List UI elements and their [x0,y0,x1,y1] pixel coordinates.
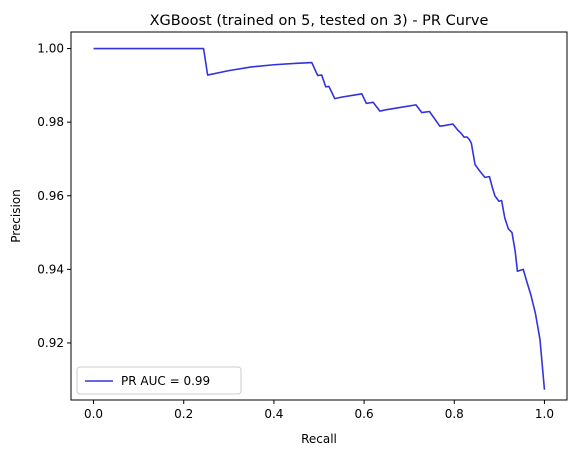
y-axis-label: Precision [9,189,23,243]
plot-frame [70,31,568,401]
y-tick-label: 0.94 [37,262,64,276]
y-tick-label: 1.00 [37,42,64,56]
series-line-pr-curve [93,47,546,390]
y-axis: 0.92 0.94 0.96 0.98 1.00 [37,42,71,350]
x-tick-label: 0.2 [174,407,193,421]
legend: PR AUC = 0.99 [76,366,242,395]
legend-box [76,366,242,395]
y-tick-label: 0.92 [37,336,64,350]
chart-title: XGBoost (trained on 5, tested on 3) - PR… [150,13,489,29]
x-tick-label: 0.6 [355,407,374,421]
x-tick-label: 0.0 [84,407,103,421]
x-tick-label: 1.0 [535,407,554,421]
x-axis: 0.0 0.2 0.4 0.6 0.8 1.0 [84,400,554,421]
legend-label: PR AUC = 0.99 [121,374,210,388]
x-axis-label: Recall [301,432,337,446]
y-tick-label: 0.98 [37,115,64,129]
series-layer [93,47,546,390]
x-tick-label: 0.8 [445,407,464,421]
y-tick-label: 0.96 [37,189,64,203]
x-tick-label: 0.4 [264,407,283,421]
